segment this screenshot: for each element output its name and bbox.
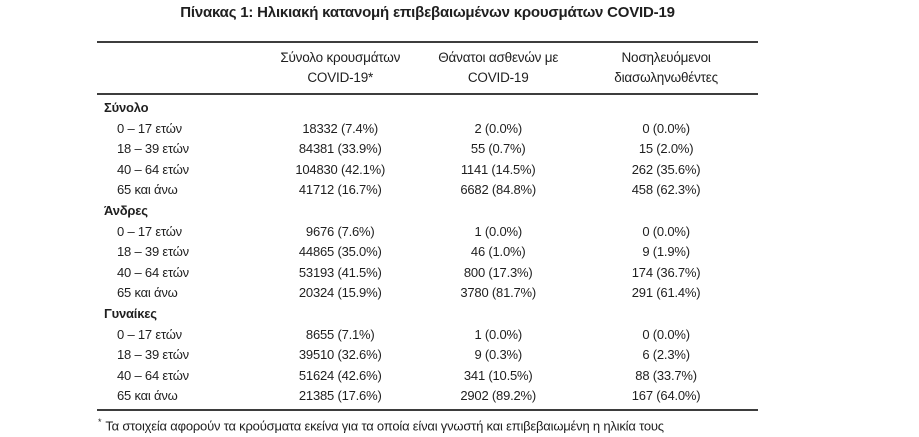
deaths-value: 55 (0.7%) [470,141,526,157]
deaths-value: 46 (1.0%) [470,244,526,260]
age-group-label: 0 – 17 ετών [117,326,182,342]
column-header-line1: Σύνολο κρουσμάτων [280,50,401,65]
age-group-label: 65 και άνω [117,182,178,198]
table-row: 18 – 39 ετών 39510 (32.6%) 9 (0.3%) 6 (2… [97,345,758,366]
deaths-value: 1 (0.0%) [474,223,522,239]
intubated-value: 167 (64.0%) [631,388,701,404]
table-row: 18 – 39 ετών 84381 (33.9%) 55 (0.7%) 15 … [97,139,758,160]
empty-cell [258,304,422,325]
cases-value: 84381 (33.9%) [298,141,382,157]
column-header-intubated: Νοσηλευόμενοι διασωληνωθέντες [574,48,758,88]
empty-cell [574,304,758,325]
empty-header-cell [97,48,258,88]
age-group-label: 0 – 17 ετών [117,223,182,239]
cases-value: 21385 (17.6%) [298,388,382,404]
table-header-row: Σύνολο κρουσμάτων COVID-19* Θάνατοι ασθε… [97,43,758,95]
deaths-value: 9 (0.3%) [474,347,522,363]
deaths-value: 2 (0.0%) [474,120,522,136]
age-group-label: 40 – 64 ετών [117,161,189,177]
table-row: 0 – 17 ετών 8655 (7.1%) 1 (0.0%) 0 (0.0%… [97,325,758,346]
table-body: Σύνολο 0 – 17 ετών 18332 (7.4%) 2 (0.0%)… [97,95,758,411]
age-group-label: 40 – 64 ετών [117,367,189,383]
intubated-value: 262 (35.6%) [631,161,701,177]
age-group-label: 18 – 39 ετών [117,347,189,363]
intubated-value: 291 (61.4%) [631,285,701,301]
section-label: Γυναίκες [104,305,157,321]
column-header-line1: Θάνατοι ασθενών με [438,50,559,65]
cases-value: 44865 (35.0%) [298,244,382,260]
empty-cell [574,98,758,119]
table-row: 40 – 64 ετών 104830 (42.1%) 1141 (14.5%)… [97,160,758,181]
table-row: 40 – 64 ετών 51624 (42.6%) 341 (10.5%) 8… [97,366,758,387]
section-header-row: Άνδρες [97,201,758,222]
empty-cell [422,98,574,119]
intubated-value: 88 (33.7%) [635,367,697,383]
intubated-value: 9 (1.9%) [642,244,690,260]
age-group-label: 65 και άνω [117,388,178,404]
age-group-label: 18 – 39 ετών [117,141,189,157]
footnote-asterisk-marker: * [98,416,102,427]
intubated-value: 0 (0.0%) [642,223,690,239]
age-group-label: 18 – 39 ετών [117,244,189,260]
deaths-value: 6682 (84.8%) [460,182,537,198]
cases-value: 9676 (7.6%) [305,223,375,239]
intubated-value: 174 (36.7%) [631,264,701,280]
deaths-value: 2902 (89.2%) [460,388,537,404]
cases-value: 53193 (41.5%) [298,264,382,280]
cases-value: 39510 (32.6%) [298,347,382,363]
section-label: Σύνολο [104,100,149,115]
intubated-value: 458 (62.3%) [631,182,701,198]
deaths-value: 3780 (81.7%) [460,285,537,301]
age-group-label: 40 – 64 ετών [117,264,189,280]
column-header-total-cases: Σύνολο κρουσμάτων COVID-19* [258,48,422,88]
table-row: 65 και άνω 21385 (17.6%) 2902 (89.2%) 16… [97,386,758,407]
table-row: 40 – 64 ετών 53193 (41.5%) 800 (17.3%) 1… [97,263,758,284]
deaths-value: 1 (0.0%) [474,326,522,342]
empty-cell [422,201,574,222]
age-group-label: 0 – 17 ετών [117,120,182,136]
section-header-row: Γυναίκες [97,304,758,325]
table-row: 0 – 17 ετών 18332 (7.4%) 2 (0.0%) 0 (0.0… [97,119,758,140]
table-row: 18 – 39 ετών 44865 (35.0%) 46 (1.0%) 9 (… [97,242,758,263]
column-header-line2: διασωληνωθέντες [614,70,718,85]
cases-value: 51624 (42.6%) [298,367,382,383]
cases-value: 41712 (16.7%) [298,182,382,198]
column-header-line2: COVID-19* [307,70,374,85]
empty-cell [422,304,574,325]
table-title: Πίνακας 1: Ηλικιακή κατανομή επιβεβαιωμέ… [180,4,675,21]
empty-cell [574,201,758,222]
deaths-value: 1141 (14.5%) [460,161,536,177]
section-header-row: Σύνολο [97,98,758,119]
column-header-line2: COVID-19 [467,70,529,85]
cases-value: 8655 (7.1%) [305,326,375,342]
column-header-deaths: Θάνατοι ασθενών με COVID-19 [422,48,574,88]
cases-value: 20324 (15.9%) [298,285,382,301]
cases-value: 104830 (42.1%) [295,161,386,177]
empty-cell [258,201,422,222]
table-row: 0 – 17 ετών 9676 (7.6%) 1 (0.0%) 0 (0.0%… [97,222,758,243]
table-row: 65 και άνω 41712 (16.7%) 6682 (84.8%) 45… [97,180,758,201]
empty-cell [258,98,422,119]
intubated-value: 6 (2.3%) [642,347,690,363]
age-group-label: 65 και άνω [117,285,178,301]
covid-age-distribution-table: Σύνολο κρουσμάτων COVID-19* Θάνατοι ασθε… [97,41,758,434]
table-row: 65 και άνω 20324 (15.9%) 3780 (81.7%) 29… [97,283,758,304]
deaths-value: 341 (10.5%) [463,367,533,383]
intubated-value: 0 (0.0%) [642,326,690,342]
cases-value: 18332 (7.4%) [302,120,379,136]
table-footnote: * Τα στοιχεία αφορούν τα κρούσματα εκείνα… [97,411,758,434]
section-label: Άνδρες [104,202,148,218]
column-header-line1: Νοσηλευόμενοι [621,50,711,65]
footnote-text: Τα στοιχεία αφορούν τα κρούσματα εκείνα … [105,418,664,434]
intubated-value: 15 (2.0%) [638,141,694,157]
intubated-value: 0 (0.0%) [642,120,690,136]
deaths-value: 800 (17.3%) [463,264,533,280]
